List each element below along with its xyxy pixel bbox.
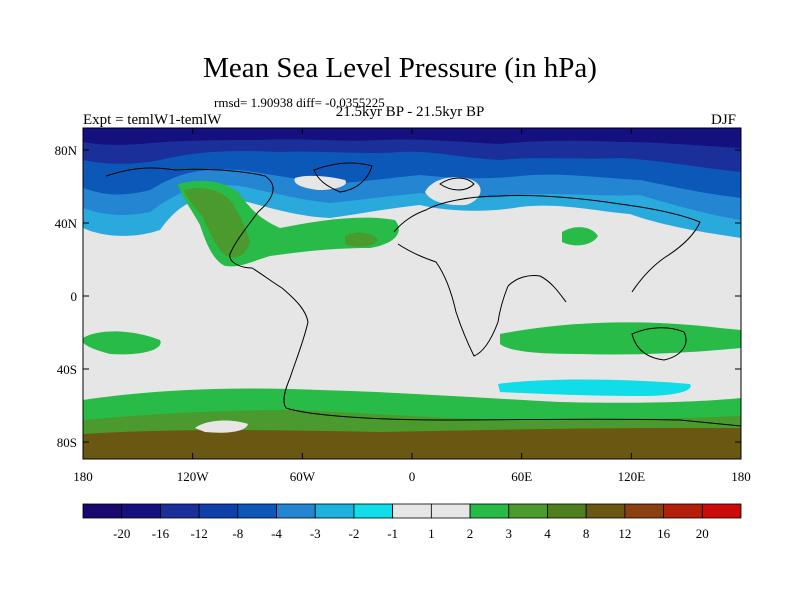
- x-axis: 180 120W 60W 0 60E 120E 180: [73, 128, 751, 484]
- stats-label: rmsd= 1.90938 diff= -0.0355225: [214, 95, 385, 110]
- legend-swatch: [585, 503, 626, 519]
- y-tick-label: 0: [71, 289, 78, 304]
- x-tick-label: 0: [409, 469, 416, 484]
- legend-swatch: [314, 503, 355, 519]
- legend-swatch: [237, 503, 277, 519]
- legend-swatch: [430, 503, 471, 519]
- legend-label: -16: [152, 526, 170, 541]
- legend-swatch: [469, 503, 510, 519]
- anomaly-region: [195, 420, 248, 433]
- map-field: [83, 128, 741, 459]
- y-tick-label: 80S: [57, 435, 77, 450]
- color-legend: -20 -16 -12 -8 -4 -3 -2 -1 1 2 3 4 8 12 16 20: [82, 503, 742, 541]
- y-tick-label: 40N: [55, 216, 78, 231]
- legend-swatch: [160, 503, 200, 519]
- legend-label: 20: [696, 526, 709, 541]
- legend-label: -1: [387, 526, 398, 541]
- y-tick-label: 80N: [55, 143, 78, 158]
- y-tick-label: 40S: [57, 362, 77, 377]
- legend-swatch: [82, 503, 123, 519]
- anomaly-region: [83, 128, 741, 148]
- legend-swatch: [547, 503, 587, 519]
- anomaly-region: [83, 331, 161, 355]
- legend-label: 8: [583, 526, 590, 541]
- legend-label: -3: [310, 526, 321, 541]
- anomaly-region: [562, 227, 598, 246]
- y-axis: 80N 40N 0 40S 80S: [55, 143, 741, 450]
- coastlines: [105, 162, 741, 427]
- legend-label: 3: [506, 526, 513, 541]
- legend-swatch: [663, 503, 703, 519]
- x-tick-label: 120W: [177, 469, 210, 484]
- x-tick-label: 180: [731, 469, 751, 484]
- anomaly-region: [83, 428, 741, 459]
- anomaly-region: [294, 175, 346, 190]
- legend-swatch: [276, 503, 316, 519]
- season-label: DJF: [711, 112, 737, 128]
- legend-label: -8: [232, 526, 243, 541]
- legend-swatch: [392, 503, 432, 519]
- x-tick-label: 60E: [511, 469, 532, 484]
- legend-swatch: [198, 503, 239, 519]
- legend-label: 4: [544, 526, 551, 541]
- legend-label: -2: [349, 526, 360, 541]
- legend-label: 2: [467, 526, 474, 541]
- experiment-label: Expt = temlW1-temlW: [83, 112, 222, 128]
- legend-label: -12: [190, 526, 207, 541]
- legend-swatch: [353, 503, 394, 519]
- legend-label: 16: [657, 526, 671, 541]
- x-tick-label: 180: [73, 469, 93, 484]
- anomaly-region: [184, 188, 250, 258]
- anomaly-region: [345, 232, 378, 247]
- legend-label: -20: [113, 526, 130, 541]
- legend-swatch: [121, 503, 161, 519]
- legend-label: 1: [428, 526, 435, 541]
- legend-swatch: [624, 503, 664, 519]
- legend-label: 12: [618, 526, 631, 541]
- legend-label: -4: [271, 526, 282, 541]
- x-tick-label: 120E: [618, 469, 646, 484]
- legend-swatch: [701, 503, 742, 519]
- period-label: 21.5kyr BP - 21.5kyr BP: [335, 104, 485, 120]
- chart-title: Mean Sea Level Pressure (in hPa): [203, 52, 597, 84]
- x-tick-label: 60W: [290, 469, 316, 484]
- legend-swatch: [508, 503, 548, 519]
- anomaly-region: [498, 379, 691, 396]
